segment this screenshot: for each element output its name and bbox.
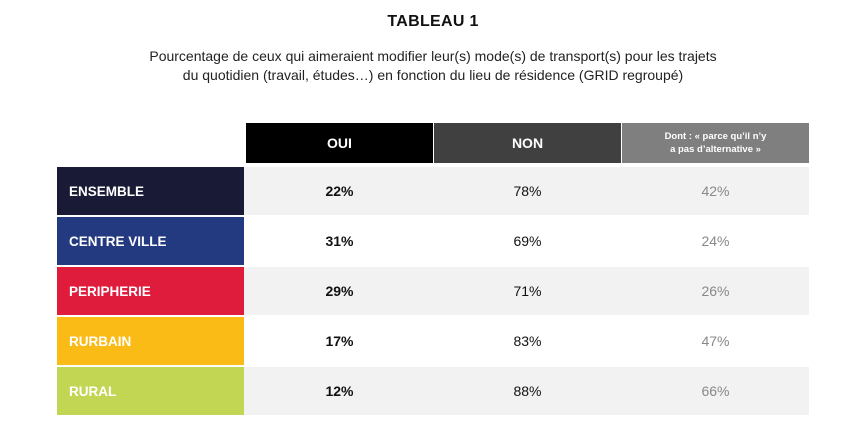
subtitle-line-1: Pourcentage de ceux qui aimeraient modif… [149,48,717,64]
header-non: NON [434,123,621,163]
table-row: ENSEMBLE 22% 78% 42% [57,167,809,215]
header-dont: Dont : « parce qu’il n’y a pas d’alterna… [622,123,809,163]
row-label: RURBAIN [57,317,244,365]
cell-non: 88% [513,383,542,399]
cell-oui: 29% [325,283,354,299]
cell-dont: 66% [701,383,730,399]
row-label: CENTRE VILLE [57,217,244,265]
table-row: PERIPHERIE 29% 71% 26% [57,267,809,315]
cell-dont: 24% [701,233,730,249]
cell-non: 83% [513,333,542,349]
cell-oui: 17% [325,333,354,349]
row-label: ENSEMBLE [57,167,244,215]
cell-oui: 12% [325,383,354,399]
cell-dont: 26% [701,283,730,299]
table-subtitle: Pourcentage de ceux qui aimeraient modif… [0,47,866,85]
cell-non: 78% [513,183,542,199]
header-oui: OUI [246,123,433,163]
table-title: TABLEAU 1 [387,13,479,30]
cell-oui: 31% [325,233,354,249]
cell-oui: 22% [325,183,354,199]
table-row: RURAL 12% 88% 66% [57,367,809,415]
row-label: PERIPHERIE [57,267,244,315]
cell-non: 69% [513,233,542,249]
table-row: RURBAIN 17% 83% 47% [57,317,809,365]
row-label: RURAL [57,367,244,415]
table-row: CENTRE VILLE 31% 69% 24% [57,217,809,265]
subtitle-line-2: du quotidien (travail, études…) en fonct… [182,67,684,83]
cell-non: 71% [513,283,542,299]
cell-dont: 47% [701,333,730,349]
cell-dont: 42% [701,183,730,199]
